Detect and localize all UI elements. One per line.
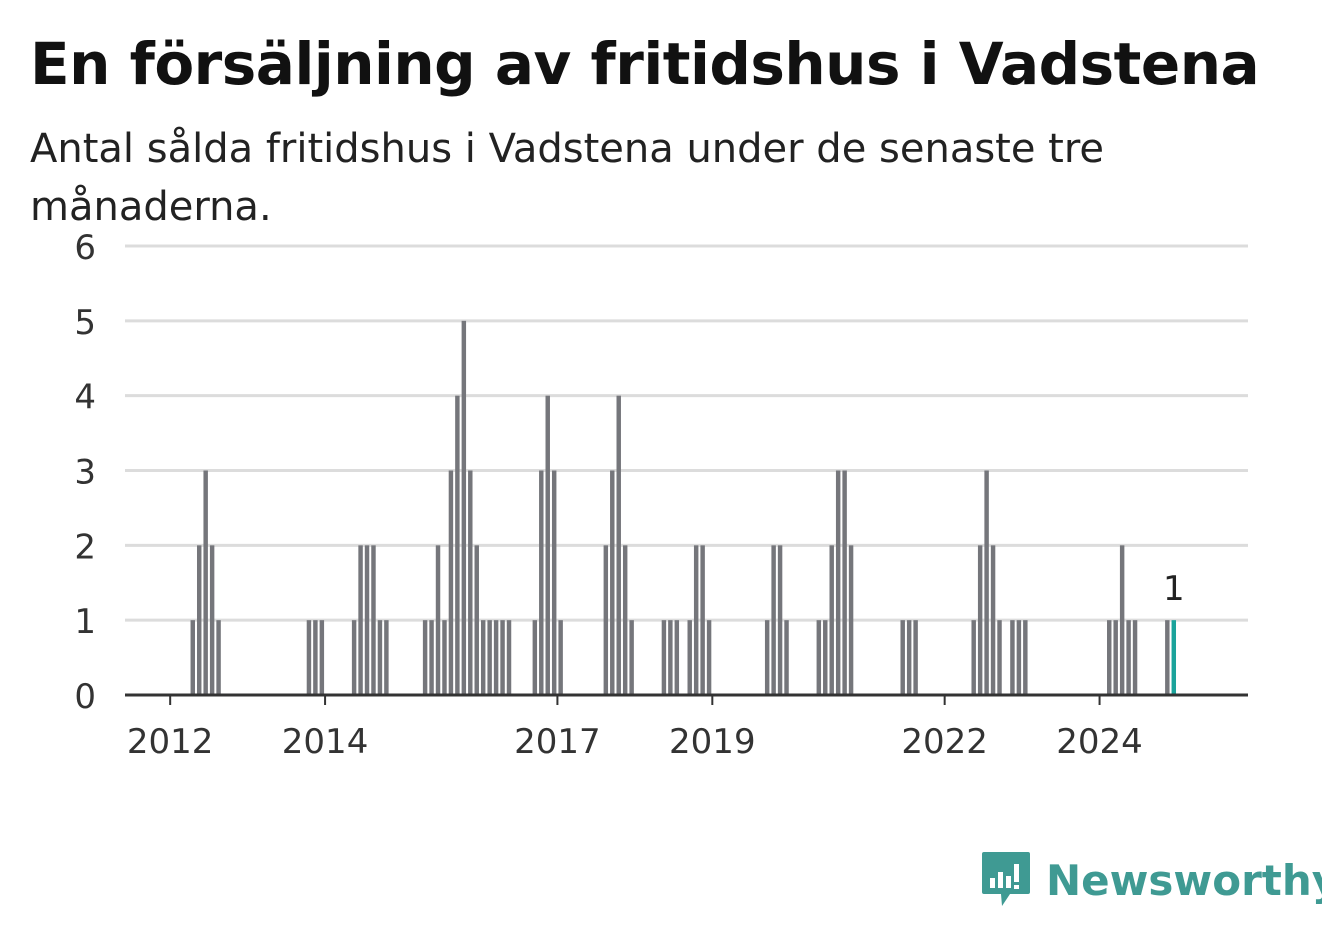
bar (674, 620, 680, 695)
bar (668, 620, 673, 695)
x-tick-label: 2019 (669, 722, 756, 762)
brand-name: Newsworthy (1046, 855, 1322, 905)
y-tick-label: 5 (74, 303, 96, 343)
bars (190, 320, 1177, 695)
bar (1107, 620, 1112, 695)
bar (190, 620, 195, 695)
bar (610, 470, 615, 695)
bar-chart: 0 1 2 3 4 5 6 2012 2014 2017 2019 2022 2024 1 (74, 228, 1248, 762)
bar (532, 620, 538, 695)
bar (1016, 620, 1022, 695)
bar (196, 545, 202, 695)
y-tick-label: 0 (74, 677, 96, 717)
bar (622, 545, 628, 695)
bar (358, 545, 363, 695)
bar-highlight (1171, 620, 1177, 695)
bar (1126, 620, 1131, 695)
bar (971, 620, 976, 695)
bar (455, 395, 460, 695)
bar (306, 620, 312, 695)
bar (603, 545, 609, 695)
bar (377, 620, 383, 695)
x-tick-label: 2012 (127, 722, 214, 762)
bar (480, 620, 486, 695)
bar (422, 620, 428, 695)
bar (842, 470, 847, 695)
bar (906, 620, 912, 695)
y-tick-label: 3 (74, 453, 96, 493)
bar (371, 545, 376, 695)
x-tick-label: 2017 (514, 722, 601, 762)
bar (506, 620, 512, 695)
y-tick-label: 1 (74, 602, 96, 642)
bar (429, 620, 434, 695)
bar (461, 320, 467, 695)
data-label: 1 (1163, 569, 1185, 609)
bar (545, 395, 550, 695)
bar (835, 470, 841, 695)
bar (1010, 620, 1015, 695)
bar (990, 545, 996, 695)
bar (784, 620, 789, 695)
x-tick-label: 2024 (1056, 722, 1143, 762)
bar (435, 545, 441, 695)
y-tick-label: 6 (74, 228, 96, 268)
bar (448, 470, 454, 695)
bar (997, 620, 1002, 695)
bar (661, 620, 667, 695)
bar (1113, 620, 1118, 695)
bar (493, 620, 499, 695)
bar (209, 545, 215, 695)
bar (913, 620, 918, 695)
bar (1119, 545, 1125, 695)
bar (216, 620, 221, 695)
bar (687, 620, 692, 695)
bar (500, 620, 505, 695)
bar (558, 620, 563, 695)
chart-title: En försäljning av fritidshus i Vadstena (30, 30, 1260, 98)
bar (551, 470, 557, 695)
bar (313, 620, 318, 695)
bar (384, 620, 389, 695)
bar (706, 620, 712, 695)
bar (203, 470, 208, 695)
bar (629, 620, 634, 695)
bar (984, 470, 989, 695)
axes (125, 693, 1248, 705)
bar (816, 620, 822, 695)
x-tick-label: 2014 (282, 722, 369, 762)
x-tick-label: 2022 (901, 722, 988, 762)
bar (616, 395, 621, 695)
grid-lines (125, 244, 1248, 622)
bar (1165, 620, 1170, 695)
bar (539, 470, 544, 695)
bar (700, 545, 705, 695)
bar (1132, 620, 1138, 695)
y-tick-label: 2 (74, 527, 96, 567)
bar (1023, 620, 1028, 695)
bar (468, 470, 473, 695)
bar (487, 620, 492, 695)
bar (823, 620, 828, 695)
bar (364, 545, 370, 695)
bar (977, 545, 983, 695)
bar (777, 545, 783, 695)
bar (771, 545, 776, 695)
bar (319, 620, 325, 695)
newsworthy-chat-bars-icon (982, 852, 1030, 906)
bar (693, 545, 699, 695)
bar (351, 620, 357, 695)
tick-labels: 0 1 2 3 4 5 6 2012 2014 2017 2019 2022 2024 1 (74, 228, 1184, 762)
bar (900, 620, 905, 695)
bar (848, 545, 854, 695)
bar (474, 545, 479, 695)
bar (764, 620, 770, 695)
bar (442, 620, 447, 695)
bar (829, 545, 834, 695)
chart-subtitle: Antal sålda fritidshus i Vadstena under … (30, 126, 1105, 230)
newsworthy-logo: Newsworthy (980, 850, 1322, 910)
y-tick-label: 4 (74, 378, 96, 418)
